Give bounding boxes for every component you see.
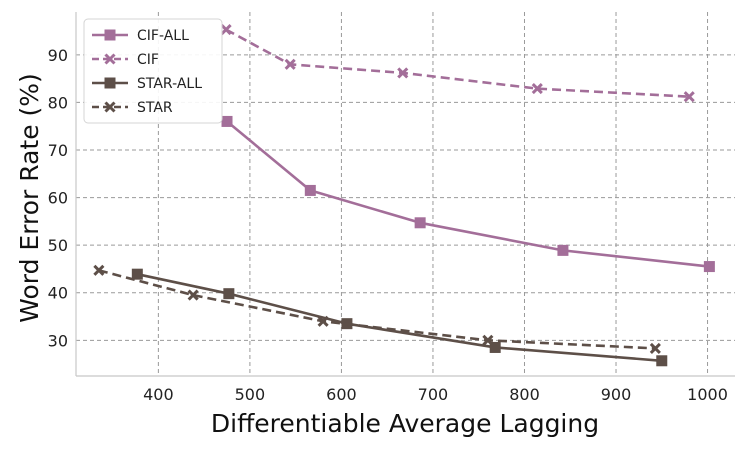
legend-item-cif: CIF [92,52,159,68]
y-tick-label: 70 [48,141,68,160]
series-line-star [98,269,656,350]
legend-label-cif: CIF [137,52,159,68]
data-point-star [93,264,105,276]
data-point-cif [683,91,695,103]
data-point-star [187,289,199,301]
y-tick-label: 60 [48,189,68,208]
y-tick-label: 80 [48,93,68,112]
data-point-star-all [489,341,501,353]
data-point-cif-all [221,115,233,127]
x-tick-label: 1000 [687,385,728,404]
y-tick-label: 50 [48,236,68,255]
legend-label-star-all: STAR-ALL [137,76,202,92]
series-line-star-all [137,272,662,363]
series-cif [220,24,695,103]
axes-spines [75,12,735,377]
data-point-cif-all [414,217,426,229]
x-tick-label: 700 [418,385,449,404]
series-line-cif [225,28,690,98]
grid [76,12,735,376]
series-star-all [131,268,668,367]
legend-marker-star [104,101,116,113]
data-point-cif-all [557,244,569,256]
x-tick-label: 500 [235,385,266,404]
x-tick-label: 600 [326,385,357,404]
data-point-star [482,334,494,346]
data-point-star-all [223,288,235,300]
data-series [93,24,715,367]
x-axis-title: Differentiable Average Lagging [211,409,599,438]
y-tick-label: 40 [48,284,68,303]
x-tick-label: 900 [601,385,632,404]
data-point-cif [220,24,232,36]
data-point-cif [397,67,409,79]
x-tick-label: 400 [143,385,174,404]
data-point-cif-all [304,184,316,196]
legend-marker-star-all [104,77,116,89]
legend-marker-cif [104,53,116,65]
legend-label-star: STAR [137,100,173,116]
series-cif-all [221,115,715,273]
legend-item-star: STAR [92,100,173,116]
data-point-star [317,315,329,327]
y-tick-label: 90 [48,46,68,65]
legend: CIF-ALL CIF STAR-ALL STAR [83,18,223,124]
data-point-cif [284,58,296,70]
data-point-star-all [656,355,668,367]
legend-box [83,18,223,124]
y-tick-label: 30 [48,331,68,350]
data-point-cif-all [703,261,715,273]
data-point-star [649,342,661,354]
legend-item-star-all: STAR-ALL [92,76,202,92]
legend-marker-cif-all [104,29,116,41]
x-tick-label: 800 [509,385,540,404]
series-star [93,264,661,354]
legend-item-cif-all: CIF-ALL [92,28,189,44]
data-point-cif [531,83,543,95]
y-axis-title: Word Error Rate (%) [15,73,44,323]
data-point-star-all [131,268,143,280]
tick-labels: 400 500 600 700 800 900 1000 30 40 50 60 70 80 90 [48,46,728,404]
legend-label-cif-all: CIF-ALL [137,28,189,44]
